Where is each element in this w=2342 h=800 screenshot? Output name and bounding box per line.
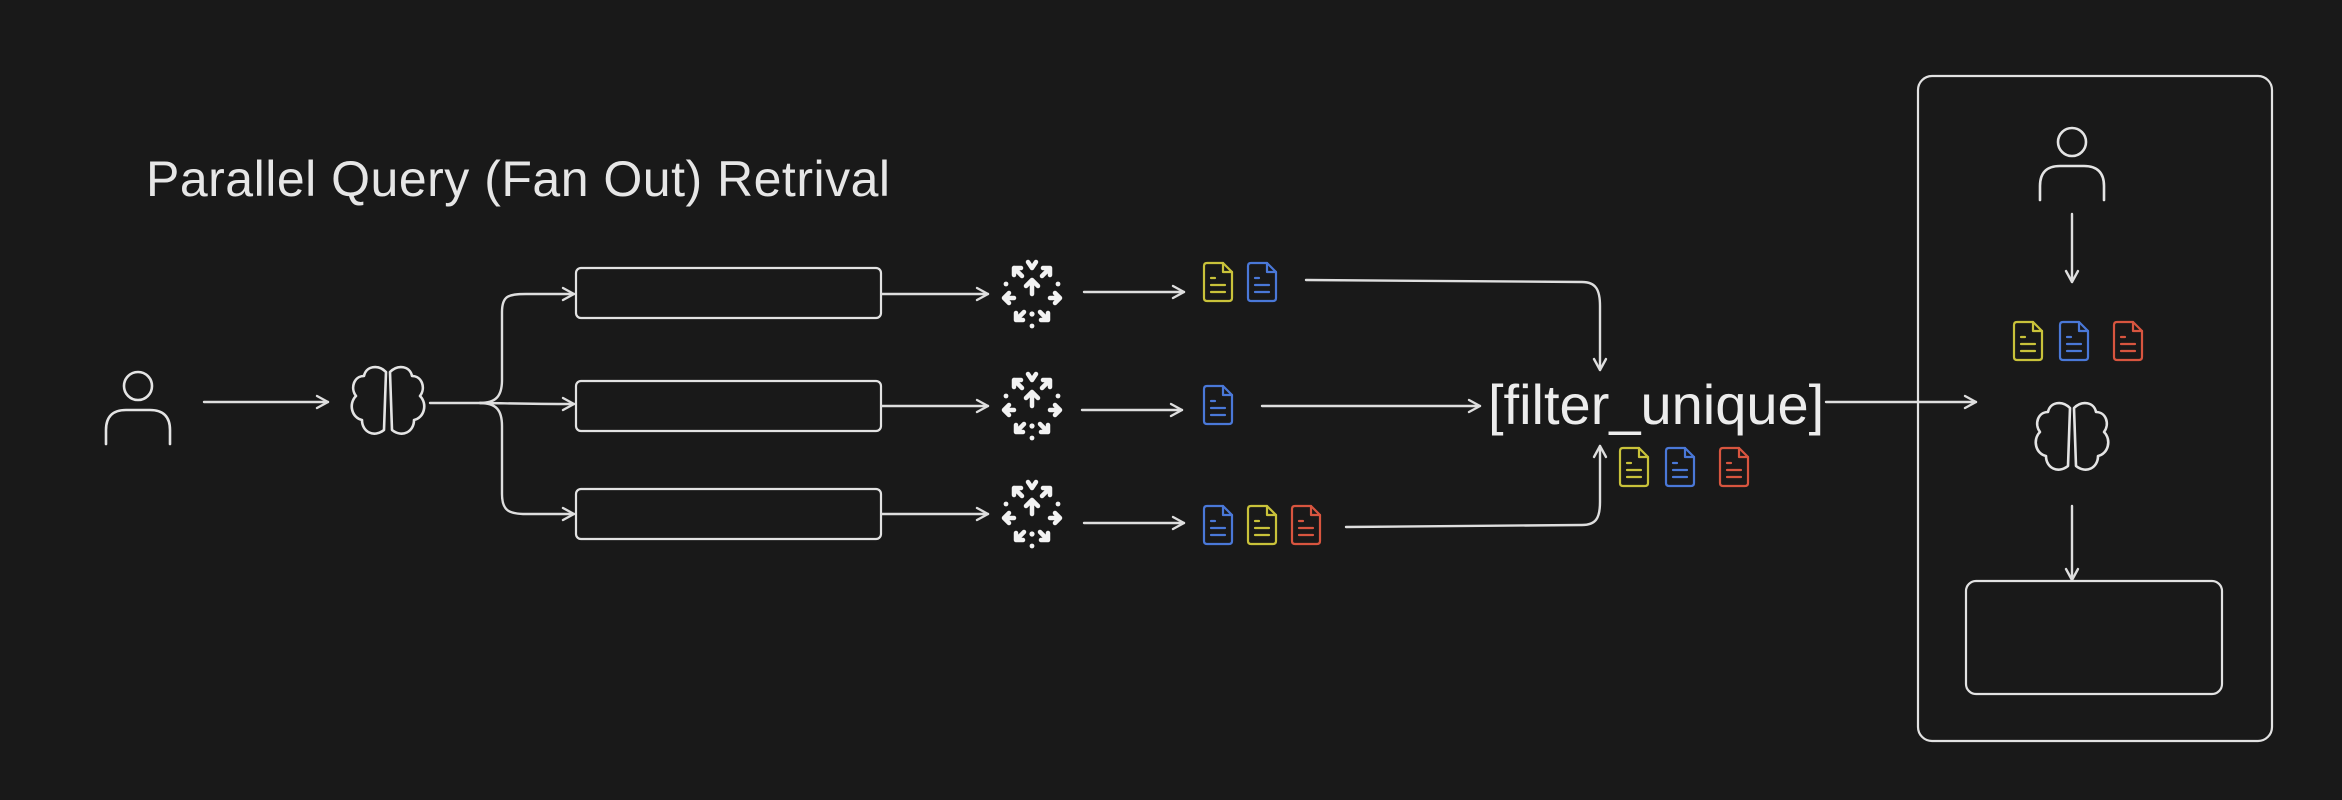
vector-store-icon [1004,262,1061,328]
document-icon [1202,384,1234,426]
query-box-3 [574,487,883,541]
vector-store-icon [1004,482,1061,548]
filtered-docs [1618,446,1750,488]
query-box-2 [574,379,883,433]
document-icon [2012,320,2044,362]
retrieved-docs-row-3 [1202,504,1322,546]
query-box-1 [574,266,883,320]
document-icon [1202,504,1234,546]
document-icon [1246,504,1278,546]
fan-out-branch-3 [478,401,576,522]
output-box [1964,579,2224,696]
retrieved-docs-row-2 [1202,384,1234,426]
document-icon [1664,446,1696,488]
document-icon [1246,261,1278,303]
arrow-docs-1-to-filter [1304,278,1608,372]
document-icon [1202,261,1234,303]
document-icon [2112,320,2144,362]
arrow-docs-3-to-filter [1344,444,1608,529]
fan-out-branch-2 [478,396,576,412]
brain-icon [2034,401,2110,471]
user-icon [104,370,172,446]
fan-out-branch-1 [478,286,576,405]
user-icon [2038,126,2106,202]
filter-unique-label: [filter_unique] [1488,373,1825,436]
document-icon [1290,504,1322,546]
vector-store-icon [1004,374,1061,440]
retrieved-docs-row-1 [1202,261,1278,303]
document-icon [1618,446,1650,488]
document-icon [1718,446,1750,488]
final-answer-panel [1916,74,2274,743]
diagram-title: Parallel Query (Fan Out) Retrival [146,151,891,207]
brain-icon [350,365,426,435]
context-docs [2012,320,2144,362]
document-icon [2058,320,2090,362]
